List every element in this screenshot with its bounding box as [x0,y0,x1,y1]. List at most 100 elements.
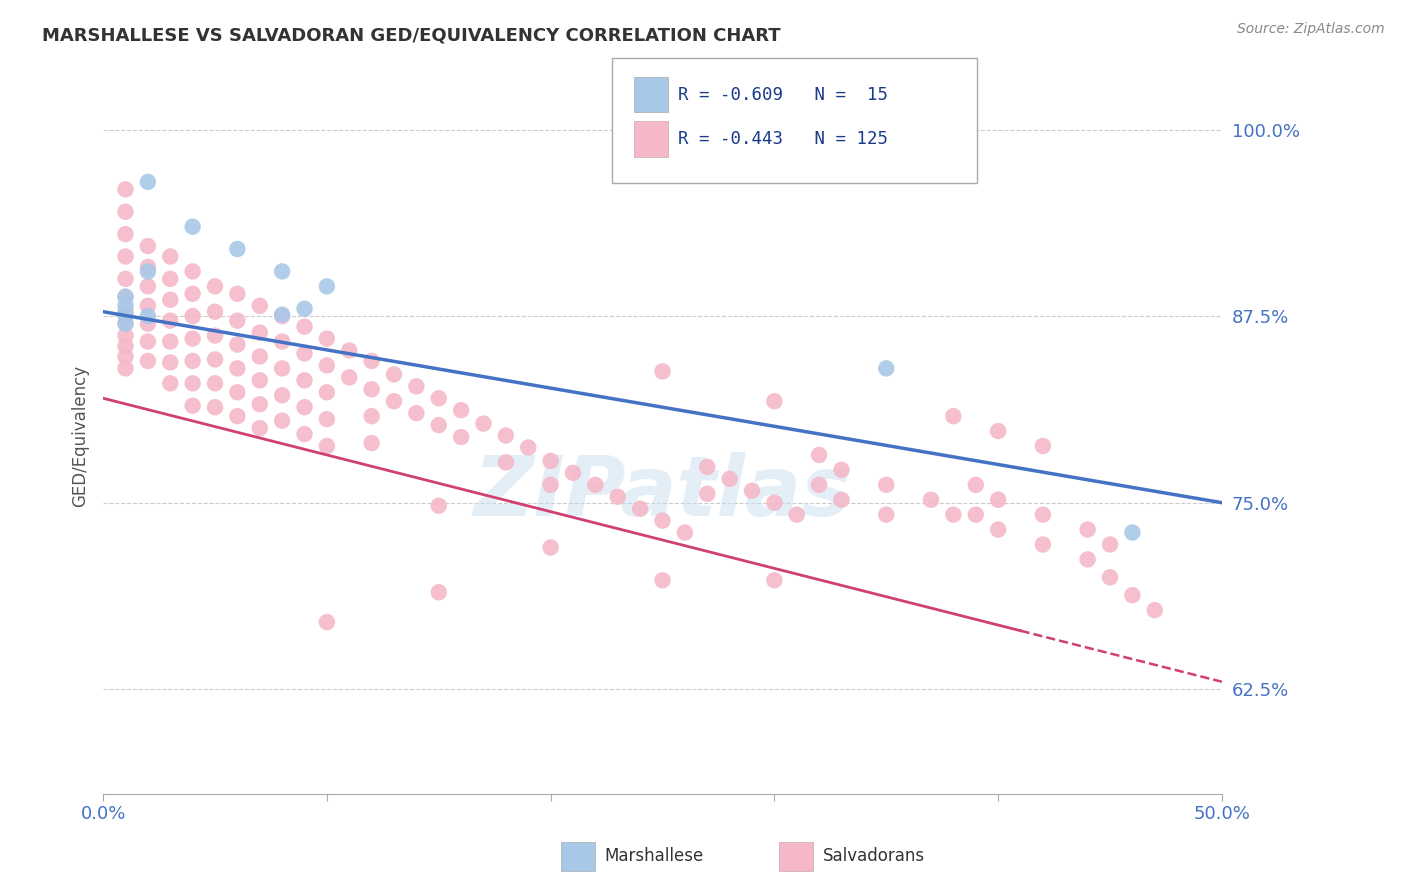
Point [360,409,382,424]
Point [294,319,316,334]
Point [271,388,294,402]
Point [226,242,249,256]
Point [450,430,472,444]
Y-axis label: GED/Equivalency: GED/Equivalency [72,365,89,507]
Point [294,301,316,316]
Point [114,361,136,376]
Point [987,424,1010,438]
Point [517,441,540,455]
Point [942,508,965,522]
Point [181,399,204,413]
Point [786,508,808,522]
Point [114,350,136,364]
Point [540,454,562,468]
Point [337,343,360,358]
Point [159,376,181,391]
Point [875,361,897,376]
Point [226,313,249,327]
Point [114,339,136,353]
Point [114,227,136,241]
Point [136,334,159,349]
Point [271,414,294,428]
Point [181,354,204,368]
Point [763,394,786,409]
Point [271,334,294,349]
Point [294,346,316,360]
Point [114,308,136,322]
Point [540,541,562,555]
Point [808,448,831,462]
Point [114,317,136,331]
Point [294,373,316,387]
Text: R = -0.443   N = 125: R = -0.443 N = 125 [678,130,887,148]
Point [114,204,136,219]
Point [450,403,472,417]
Text: Salvadorans: Salvadorans [823,847,925,865]
Point [271,308,294,322]
Point [696,487,718,501]
Point [249,299,271,313]
Point [159,272,181,286]
Point [249,326,271,340]
Text: R = -0.609   N =  15: R = -0.609 N = 15 [678,86,887,103]
Point [540,477,562,491]
Point [562,466,585,480]
Point [628,501,651,516]
Text: Marshallese: Marshallese [605,847,704,865]
Point [718,472,741,486]
Point [405,379,427,393]
Point [315,359,337,373]
Point [651,574,673,588]
Point [382,394,405,409]
Text: Source: ZipAtlas.com: Source: ZipAtlas.com [1237,22,1385,37]
Point [427,418,450,433]
Point [294,401,316,415]
Point [114,290,136,304]
Point [965,508,987,522]
Point [114,182,136,196]
Point [226,337,249,351]
Point [337,370,360,384]
Point [181,332,204,346]
Point [315,439,337,453]
Point [942,409,965,424]
Point [875,508,897,522]
Point [382,368,405,382]
Point [965,477,987,491]
Point [315,385,337,400]
Point [249,350,271,364]
Point [226,409,249,424]
Point [808,477,831,491]
Point [763,496,786,510]
Point [159,355,181,369]
Point [159,293,181,307]
Point [181,376,204,391]
Point [249,421,271,435]
Point [427,585,450,599]
Point [136,264,159,278]
Point [136,299,159,313]
Point [226,361,249,376]
Point [315,412,337,426]
Point [204,304,226,318]
Point [1032,537,1054,551]
Point [114,250,136,264]
Point [181,219,204,234]
Point [271,309,294,323]
Point [1143,603,1166,617]
Point [360,382,382,396]
Point [159,313,181,327]
Point [427,391,450,405]
Point [136,260,159,274]
Point [159,334,181,349]
Point [226,385,249,400]
Text: MARSHALLESE VS SALVADORAN GED/EQUIVALENCY CORRELATION CHART: MARSHALLESE VS SALVADORAN GED/EQUIVALENC… [42,27,780,45]
Point [831,492,853,507]
Point [920,492,942,507]
Point [271,264,294,278]
Point [114,328,136,343]
Point [427,499,450,513]
Point [136,239,159,253]
Point [495,428,517,442]
Point [136,317,159,331]
